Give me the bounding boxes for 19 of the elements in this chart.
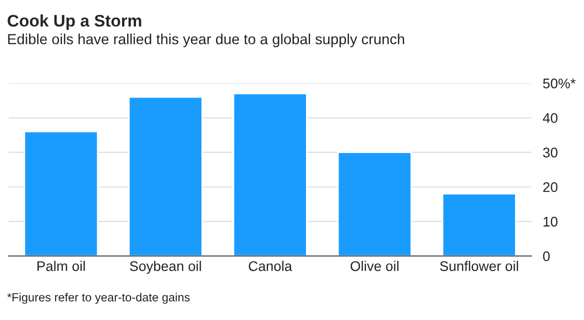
- x-tick-label: Sunflower oil: [440, 260, 518, 272]
- y-tick-label: 50%*: [543, 78, 576, 88]
- bar: [128, 96, 203, 256]
- chart-title: Cook Up a Storm: [8, 14, 142, 30]
- chart-subtitle: Edible oils have rallied this year due to a global supply crunch: [8, 34, 404, 48]
- y-tick-label: 10: [544, 216, 558, 227]
- x-tick-label: Olive oil: [350, 260, 398, 272]
- x-tick-label: Canola: [248, 260, 292, 272]
- x-tick-label: Palm oil: [37, 260, 85, 272]
- bar: [232, 92, 308, 256]
- text: *Figures refer to year-to-date gains: [7, 292, 190, 304]
- y-tick-label: 0: [543, 251, 550, 262]
- y-tick-label: 40: [542, 113, 558, 123]
- x-tick-label: Soybean oil: [130, 260, 201, 274]
- bar: [442, 193, 516, 256]
- bar: [337, 152, 412, 256]
- y-tick-label: 20: [543, 182, 558, 192]
- bar: [24, 130, 98, 256]
- y-tick-label: 30: [543, 148, 558, 158]
